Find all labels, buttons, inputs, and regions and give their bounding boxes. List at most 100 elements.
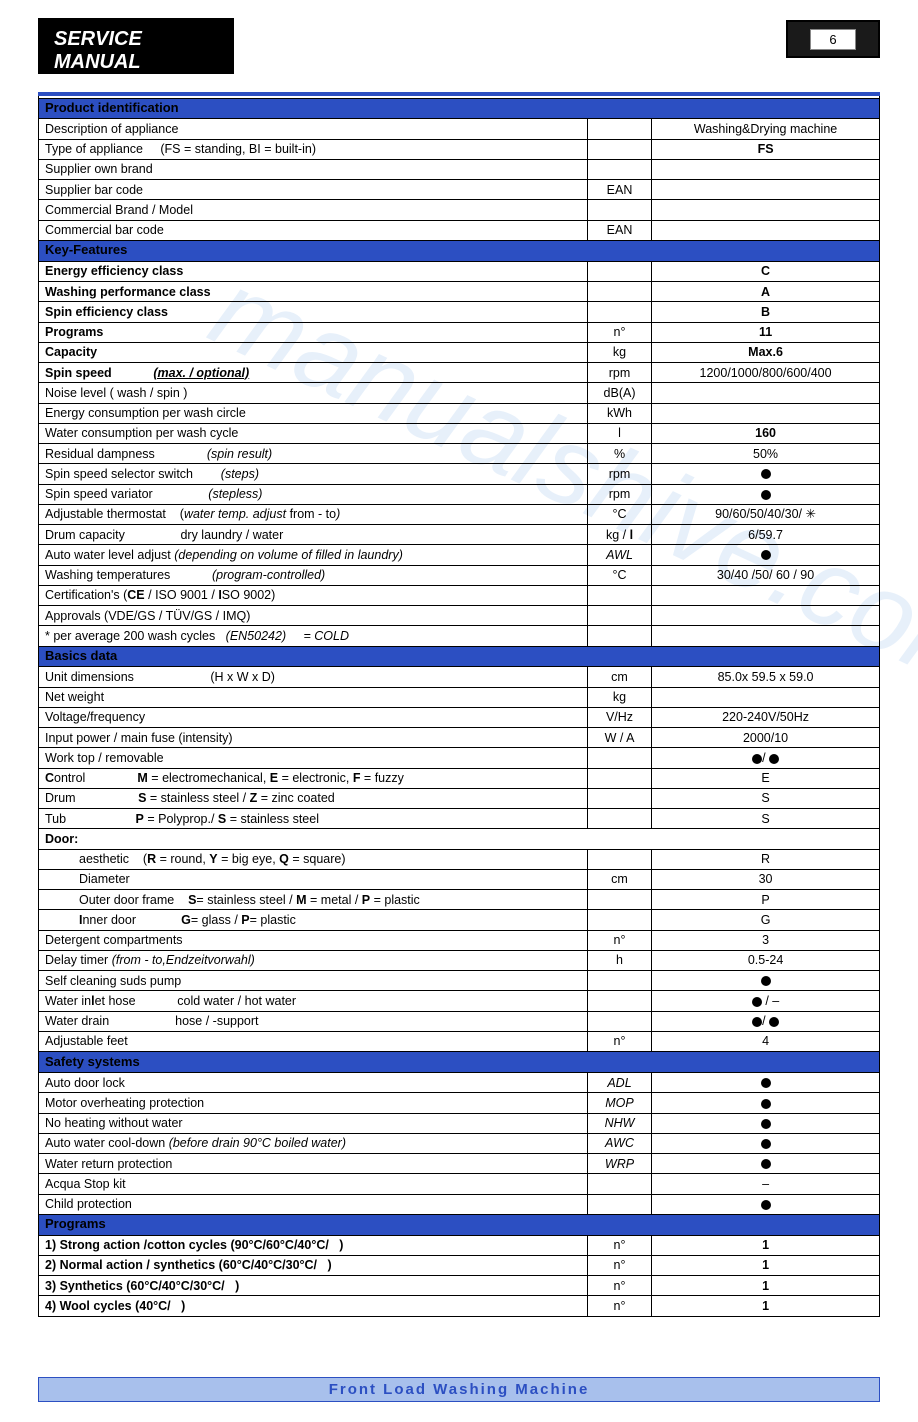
table-row: Adjustable feetn°4 — [39, 1031, 880, 1051]
row-unit: °C — [587, 565, 651, 585]
section-header: Key-Features — [39, 240, 880, 261]
table-row: Programsn°11 — [39, 322, 880, 342]
row-unit — [587, 261, 651, 281]
table-row: Detergent compartmentsn°3 — [39, 930, 880, 950]
row-label: Approvals (VDE/GS / TÜV/GS / IMQ) — [39, 606, 588, 626]
row-label: Noise level ( wash / spin ) — [39, 383, 588, 403]
row-value: 4 — [652, 1031, 880, 1051]
row-label: Supplier own brand — [39, 159, 588, 179]
row-value — [652, 159, 880, 179]
page-number: 6 — [810, 29, 855, 50]
row-value — [652, 545, 880, 565]
row-label: aesthetic (R = round, Y = big eye, Q = s… — [39, 849, 588, 869]
row-label: Control M = electromechanical, E = elect… — [39, 768, 588, 788]
row-value: 3 — [652, 930, 880, 950]
row-unit — [587, 971, 651, 991]
table-row: 1) Strong action /cotton cycles (90°C/60… — [39, 1235, 880, 1255]
table-row: Tub P = Polyprop./ S = stainless steelS — [39, 809, 880, 829]
row-label: Water consumption per wash cycle — [39, 423, 588, 443]
row-value — [652, 180, 880, 200]
row-label: Auto water level adjust (depending on vo… — [39, 545, 588, 565]
section-header: Basics data — [39, 646, 880, 667]
table-row: Commercial Brand / Model — [39, 200, 880, 220]
row-value: B — [652, 302, 880, 322]
row-unit — [587, 159, 651, 179]
table-row: Water inlet hose cold water / hot water … — [39, 991, 880, 1011]
row-label: Motor overheating protection — [39, 1093, 588, 1113]
row-value: 11 — [652, 322, 880, 342]
table-row: Unit dimensions (H x W x D)cm85.0x 59.5 … — [39, 667, 880, 687]
row-value: / — [652, 748, 880, 768]
table-row: Net weightkg — [39, 687, 880, 707]
row-label: Spin speed variator (stepless) — [39, 484, 588, 504]
table-row: * per average 200 wash cycles (EN50242) … — [39, 626, 880, 646]
table-row: Energy efficiency classC — [39, 261, 880, 281]
row-label: Washing temperatures (program-controlled… — [39, 565, 588, 585]
row-unit: ADL — [587, 1073, 651, 1093]
row-label: Certification's (CE / ISO 9001 / ISO 900… — [39, 585, 588, 605]
row-value: 2000/10 — [652, 728, 880, 748]
row-label: Auto water cool-down (before drain 90°C … — [39, 1133, 588, 1153]
row-label: Commercial Brand / Model — [39, 200, 588, 220]
table-row: Adjustable thermostat (water temp. adjus… — [39, 504, 880, 524]
row-unit: V/Hz — [587, 707, 651, 727]
row-label: Tub P = Polyprop./ S = stainless steel — [39, 809, 588, 829]
row-label: Type of appliance (FS = standing, BI = b… — [39, 139, 588, 159]
table-row: Auto door lockADL — [39, 1073, 880, 1093]
row-unit: n° — [587, 322, 651, 342]
table-row: Input power / main fuse (intensity)W / A… — [39, 728, 880, 748]
row-value — [652, 1133, 880, 1153]
row-unit: kg / l — [587, 525, 651, 545]
row-value: / – — [652, 991, 880, 1011]
row-label: Acqua Stop kit — [39, 1174, 588, 1194]
row-unit — [587, 606, 651, 626]
row-label: Drum capacity dry laundry / water — [39, 525, 588, 545]
row-value — [652, 585, 880, 605]
row-unit — [587, 768, 651, 788]
row-unit — [587, 139, 651, 159]
row-label: Water return protection — [39, 1154, 588, 1174]
page-number-box: 6 — [786, 20, 880, 58]
table-row: 4) Wool cycles (40°C/ )n°1 — [39, 1296, 880, 1316]
row-label: Self cleaning suds pump — [39, 971, 588, 991]
row-unit: W / A — [587, 728, 651, 748]
row-label: Outer door frame S= stainless steel / M … — [39, 890, 588, 910]
row-label: Net weight — [39, 687, 588, 707]
table-row: Noise level ( wash / spin )dB(A) — [39, 383, 880, 403]
table-row: Work top / removable / — [39, 748, 880, 768]
spec-table: Product identificationDescription of app… — [38, 92, 880, 1317]
table-row: Energy consumption per wash circlekWh — [39, 403, 880, 423]
row-value — [652, 606, 880, 626]
row-value: 30 — [652, 869, 880, 889]
table-row: Outer door frame S= stainless steel / M … — [39, 890, 880, 910]
row-unit: AWC — [587, 1133, 651, 1153]
row-label: Work top / removable — [39, 748, 588, 768]
row-value: 1 — [652, 1276, 880, 1296]
row-label: Child protection — [39, 1194, 588, 1214]
row-label: Water drain hose / -support — [39, 1011, 588, 1031]
table-row: No heating without waterNHW — [39, 1113, 880, 1133]
table-row: Washing performance classA — [39, 282, 880, 302]
table-row: Description of applianceWashing&Drying m… — [39, 119, 880, 139]
row-unit — [587, 788, 651, 808]
row-value: / — [652, 1011, 880, 1031]
row-label: Delay timer (from - to,Endzeitvorwahl) — [39, 950, 588, 970]
row-value: R — [652, 849, 880, 869]
row-unit — [587, 1174, 651, 1194]
row-unit: rpm — [587, 464, 651, 484]
row-unit: rpm — [587, 484, 651, 504]
row-value: Washing&Drying machine — [652, 119, 880, 139]
footer-bar: Front Load Washing Machine — [38, 1377, 880, 1402]
section-header: Product identification — [39, 98, 880, 119]
row-unit — [587, 849, 651, 869]
row-label: Auto door lock — [39, 1073, 588, 1093]
row-unit — [587, 809, 651, 829]
section-header: Safety systems — [39, 1052, 880, 1073]
table-row: Drum capacity dry laundry / waterkg / l6… — [39, 525, 880, 545]
row-unit: kg — [587, 687, 651, 707]
row-unit — [587, 626, 651, 646]
row-label: Detergent compartments — [39, 930, 588, 950]
row-value — [652, 1154, 880, 1174]
row-unit — [587, 748, 651, 768]
row-unit: EAN — [587, 180, 651, 200]
